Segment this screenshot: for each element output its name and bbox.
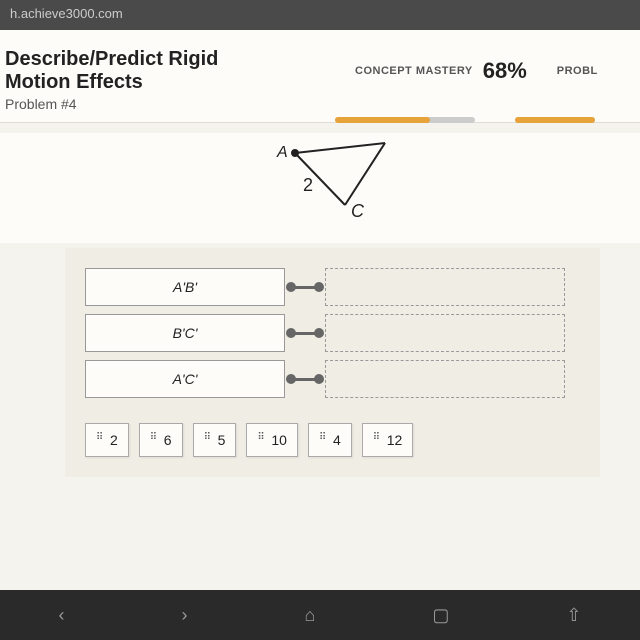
source-box: B'C' <box>85 314 285 352</box>
connector-line <box>290 378 320 381</box>
grip-icon <box>257 434 265 446</box>
url-bar: h.achieve3000.com <box>0 0 640 30</box>
source-box: A'C' <box>85 360 285 398</box>
label-2: 2 <box>303 175 313 195</box>
grip-icon <box>373 434 381 446</box>
problem-label: PROBL <box>557 65 598 77</box>
grip-icon <box>319 434 327 446</box>
device-nav-bar: ‹ › ⌂ ▢ ⇧ <box>0 590 640 640</box>
mastery-progress-bar <box>335 117 475 123</box>
grip-icon <box>150 434 158 446</box>
connector[interactable] <box>285 286 325 289</box>
connector[interactable] <box>285 378 325 381</box>
chip-value: 6 <box>164 432 172 448</box>
point-a <box>291 149 299 157</box>
mastery-percent: 68% <box>483 58 527 84</box>
drop-target[interactable] <box>325 268 565 306</box>
mastery-progress-fill <box>335 117 430 123</box>
answer-chip[interactable]: 10 <box>246 423 298 457</box>
header: Describe/Predict Rigid Motion Effects Pr… <box>0 30 640 123</box>
diagram-svg: A 2 C <box>0 133 640 243</box>
chip-value: 10 <box>271 432 287 448</box>
back-icon[interactable]: ‹ <box>59 605 65 626</box>
tabs-icon[interactable]: ▢ <box>432 605 449 626</box>
problem-number: Problem #4 <box>5 96 305 112</box>
forward-icon[interactable]: › <box>182 605 188 626</box>
progress-row <box>0 117 640 133</box>
main-content: Describe/Predict Rigid Motion Effects Pr… <box>0 30 640 590</box>
line-bc <box>345 143 385 205</box>
home-icon[interactable]: ⌂ <box>305 605 316 626</box>
chip-value: 12 <box>387 432 403 448</box>
page-title: Describe/Predict Rigid Motion Effects <box>5 48 305 94</box>
title-line1: Describe/Predict Rigid <box>5 48 218 70</box>
grip-icon <box>96 434 104 446</box>
label-c: C <box>351 201 365 221</box>
answer-chip[interactable]: 4 <box>308 423 352 457</box>
matching-workspace: A'B' B'C' A'C' 2 6 5 10 4 12 <box>65 248 600 477</box>
answer-chip[interactable]: 6 <box>139 423 183 457</box>
match-row: A'C' <box>85 360 580 398</box>
drop-target[interactable] <box>325 314 565 352</box>
line-ab <box>295 143 385 153</box>
share-icon[interactable]: ⇧ <box>566 605 581 626</box>
url-text: h.achieve3000.com <box>10 6 123 21</box>
answer-chips-row: 2 6 5 10 4 12 <box>85 423 580 457</box>
answer-chip[interactable]: 12 <box>362 423 414 457</box>
label-a: A <box>276 144 288 161</box>
mastery-block: CONCEPT MASTERY 68% PROBL <box>355 58 598 84</box>
triangle-diagram: A 2 C <box>0 133 640 243</box>
grip-icon <box>204 434 212 446</box>
match-row: A'B' <box>85 268 580 306</box>
match-row: B'C' <box>85 314 580 352</box>
answer-chip[interactable]: 2 <box>85 423 129 457</box>
problem-progress-fill <box>515 117 595 123</box>
problem-progress-bar <box>515 117 595 123</box>
chip-value: 4 <box>333 432 341 448</box>
mastery-label: CONCEPT MASTERY <box>355 65 473 77</box>
chip-value: 5 <box>218 432 226 448</box>
source-box: A'B' <box>85 268 285 306</box>
chip-value: 2 <box>110 432 118 448</box>
drop-target[interactable] <box>325 360 565 398</box>
connector-line <box>290 332 320 335</box>
connector-line <box>290 286 320 289</box>
answer-chip[interactable]: 5 <box>193 423 237 457</box>
title-block: Describe/Predict Rigid Motion Effects Pr… <box>5 48 305 112</box>
title-line2: Motion Effects <box>5 71 143 93</box>
connector[interactable] <box>285 332 325 335</box>
